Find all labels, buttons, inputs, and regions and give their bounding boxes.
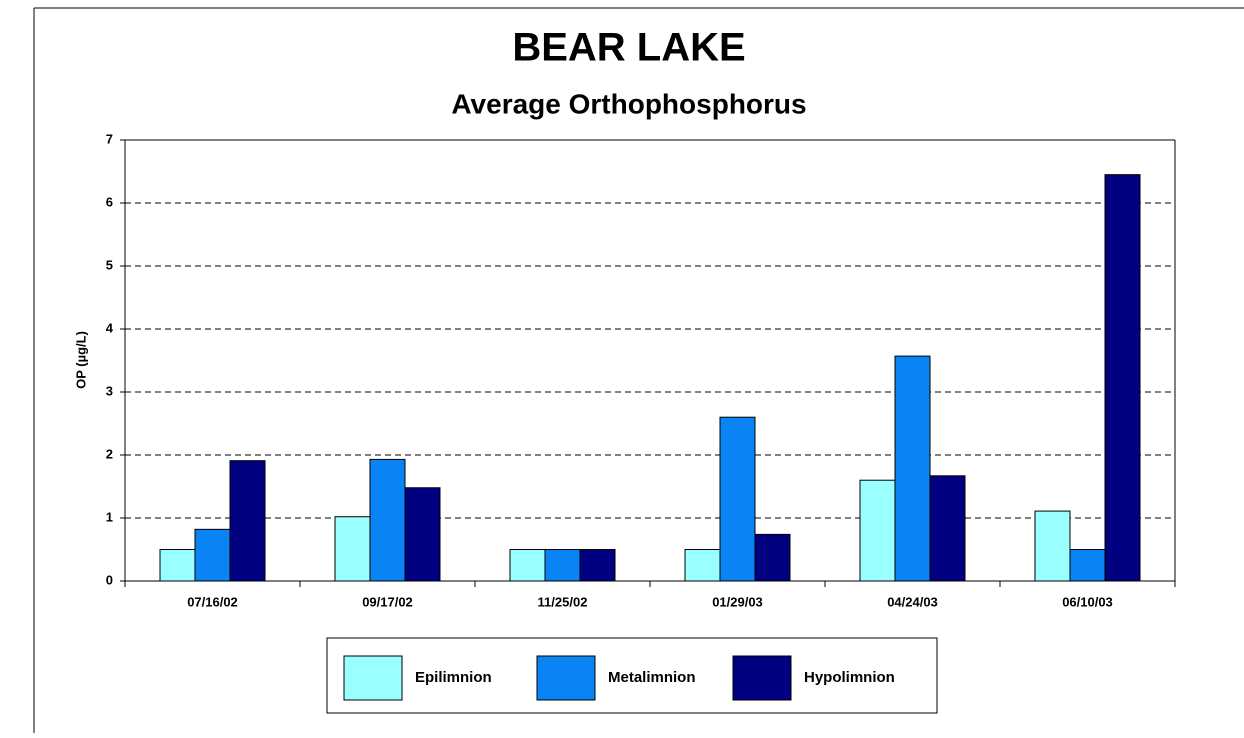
bar bbox=[719, 416, 756, 582]
legend-swatch bbox=[536, 655, 596, 701]
bar bbox=[929, 475, 966, 582]
bar bbox=[509, 549, 546, 582]
legend-label: Metalimnion bbox=[608, 669, 696, 686]
legend-label: Hypolimnion bbox=[804, 669, 895, 686]
y-tick-label: 1 bbox=[106, 509, 113, 524]
x-tick-label: 01/29/03 bbox=[712, 594, 763, 609]
bar bbox=[754, 533, 791, 582]
bar bbox=[1104, 174, 1141, 582]
legend-label: Epilimnion bbox=[415, 669, 492, 686]
bar bbox=[894, 355, 931, 582]
legend-swatch bbox=[343, 655, 403, 701]
y-tick-label: 4 bbox=[106, 320, 114, 335]
y-tick-label: 3 bbox=[106, 383, 113, 398]
x-tick-label: 07/16/02 bbox=[187, 594, 238, 609]
x-tick-label: 06/10/03 bbox=[1062, 594, 1113, 609]
bar bbox=[544, 549, 581, 582]
legend-box bbox=[326, 637, 938, 714]
x-tick-label: 09/17/02 bbox=[362, 594, 413, 609]
y-axis-label: OP (µg/L) bbox=[73, 331, 88, 389]
bar bbox=[334, 516, 371, 582]
bar bbox=[579, 549, 616, 582]
x-tick-label: 11/25/02 bbox=[538, 594, 588, 609]
y-tick-label: 2 bbox=[106, 446, 113, 461]
bar bbox=[1069, 549, 1106, 582]
y-tick-label: 5 bbox=[106, 257, 113, 272]
bar bbox=[369, 458, 406, 582]
legend-swatch bbox=[732, 655, 792, 701]
bar bbox=[194, 528, 231, 582]
bar bbox=[684, 549, 721, 582]
y-tick-label: 7 bbox=[106, 131, 113, 146]
chart-subtitle: Average Orthophosphorus bbox=[451, 88, 806, 119]
y-tick-label: 0 bbox=[106, 572, 113, 587]
x-tick-label: 04/24/03 bbox=[887, 594, 938, 609]
bar bbox=[159, 549, 196, 582]
bar bbox=[404, 487, 441, 582]
bar bbox=[1034, 510, 1071, 582]
chart-title: BEAR LAKE bbox=[512, 26, 745, 70]
bar bbox=[859, 479, 896, 582]
bar bbox=[229, 460, 266, 582]
y-tick-label: 6 bbox=[106, 194, 113, 209]
